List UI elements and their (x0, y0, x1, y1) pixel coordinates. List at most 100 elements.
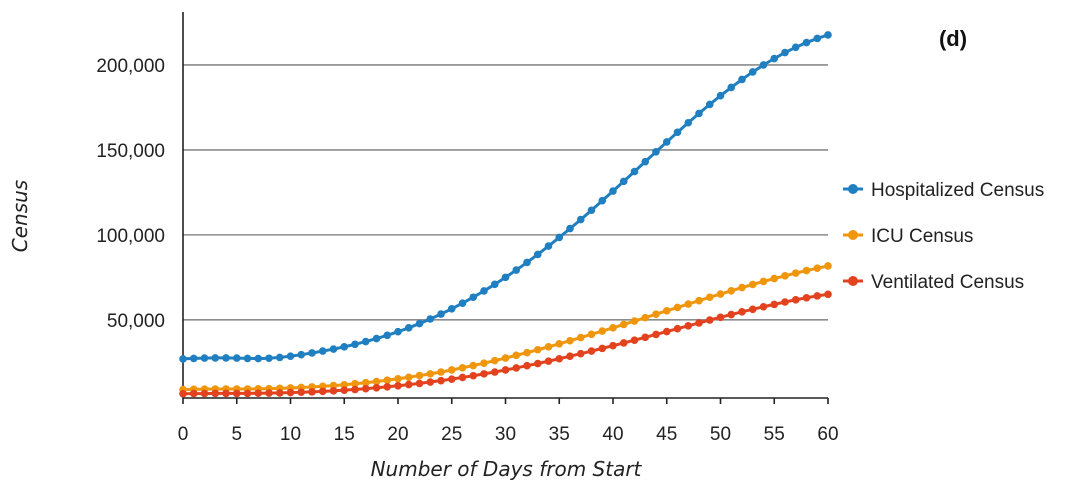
data-point (673, 303, 682, 312)
data-point (652, 310, 660, 319)
x-tick-label: 40 (602, 424, 623, 445)
data-point (641, 333, 650, 342)
data-point (329, 387, 338, 395)
data-point (415, 379, 424, 388)
data-point (802, 293, 811, 302)
data-point (587, 206, 596, 215)
data-point (189, 389, 198, 398)
data-point (641, 313, 650, 322)
data-point (383, 331, 392, 340)
data-point (222, 354, 230, 362)
data-point (200, 354, 209, 362)
data-point (759, 302, 768, 311)
data-point (533, 359, 542, 368)
data-point (609, 324, 617, 332)
data-point (490, 280, 499, 289)
x-tick-label: 10 (280, 424, 301, 445)
data-point (372, 377, 381, 386)
data-point (394, 381, 402, 390)
panel-label: (d) (939, 26, 967, 51)
data-point (254, 354, 263, 363)
data-point (512, 351, 521, 360)
data-point (469, 361, 478, 370)
data-point (619, 320, 628, 329)
data-point (275, 353, 284, 362)
data-point (523, 361, 531, 370)
data-point (523, 258, 531, 267)
data-point (738, 283, 746, 292)
data-point (447, 304, 456, 313)
data-point (781, 48, 789, 57)
data-point (598, 196, 607, 205)
data-point (297, 388, 306, 397)
data-point (716, 313, 725, 322)
x-tick-label: 25 (441, 424, 462, 445)
data-point (361, 384, 370, 393)
data-point (265, 354, 273, 363)
data-point (684, 300, 693, 308)
data-point (662, 138, 671, 146)
data-point (587, 347, 596, 355)
data-point (404, 373, 413, 382)
data-point (501, 273, 510, 282)
data-point (791, 295, 800, 304)
data-point (641, 157, 650, 166)
x-tick-label: 15 (334, 424, 355, 445)
legend: Hospitalized Census ICU Census Ventilated … (843, 180, 1044, 293)
x-tick-label: 20 (387, 424, 408, 445)
data-point (211, 354, 220, 362)
data-point (458, 363, 467, 372)
data-point (748, 305, 757, 314)
data-point (770, 274, 779, 283)
y-tick-label: 50,000 (107, 311, 165, 332)
data-point (426, 315, 435, 323)
data-point (748, 68, 757, 76)
data-point (705, 316, 714, 324)
legend-label: ICU Census (871, 226, 973, 247)
y-tick-label: 200,000 (96, 56, 165, 77)
data-point (759, 277, 768, 286)
data-point (598, 327, 607, 335)
legend-item: Hospitalized Census (843, 180, 1044, 201)
data-point (684, 321, 693, 330)
data-point (544, 357, 553, 365)
data-point (437, 368, 445, 376)
data-point (802, 38, 811, 47)
data-point (222, 389, 230, 398)
data-point (490, 356, 499, 365)
data-point (576, 333, 585, 342)
data-point (189, 354, 198, 363)
data-point (544, 343, 553, 351)
data-point (609, 341, 617, 350)
data-point (501, 354, 510, 362)
data-point (791, 43, 800, 52)
data-point (480, 370, 488, 378)
data-point (523, 348, 531, 357)
y-axis-title: Census (8, 180, 32, 252)
data-point (791, 269, 800, 277)
data-point (619, 339, 628, 347)
data-point (533, 250, 542, 259)
data-point (695, 319, 703, 327)
x-axis-title: Number of Days from Start (371, 457, 643, 481)
y-tick-labels: 50,000 100,000 150,000 200,000 (96, 56, 165, 332)
y-tick-label: 100,000 (96, 226, 165, 247)
data-point (437, 376, 445, 385)
y-tick-label: 150,000 (96, 141, 165, 162)
data-point (383, 382, 392, 391)
x-tick-label: 5 (231, 424, 242, 445)
data-point (555, 354, 564, 363)
data-point (383, 376, 392, 384)
data-point (652, 147, 660, 156)
data-point (232, 389, 241, 398)
data-point (243, 354, 252, 363)
series-ventilated-census (179, 290, 832, 398)
data-point (480, 359, 488, 367)
data-point (727, 310, 736, 319)
data-point (200, 389, 209, 398)
x-tick-label: 0 (178, 424, 189, 445)
data-point (490, 368, 499, 376)
series-line-ventilated-census (182, 292, 829, 396)
